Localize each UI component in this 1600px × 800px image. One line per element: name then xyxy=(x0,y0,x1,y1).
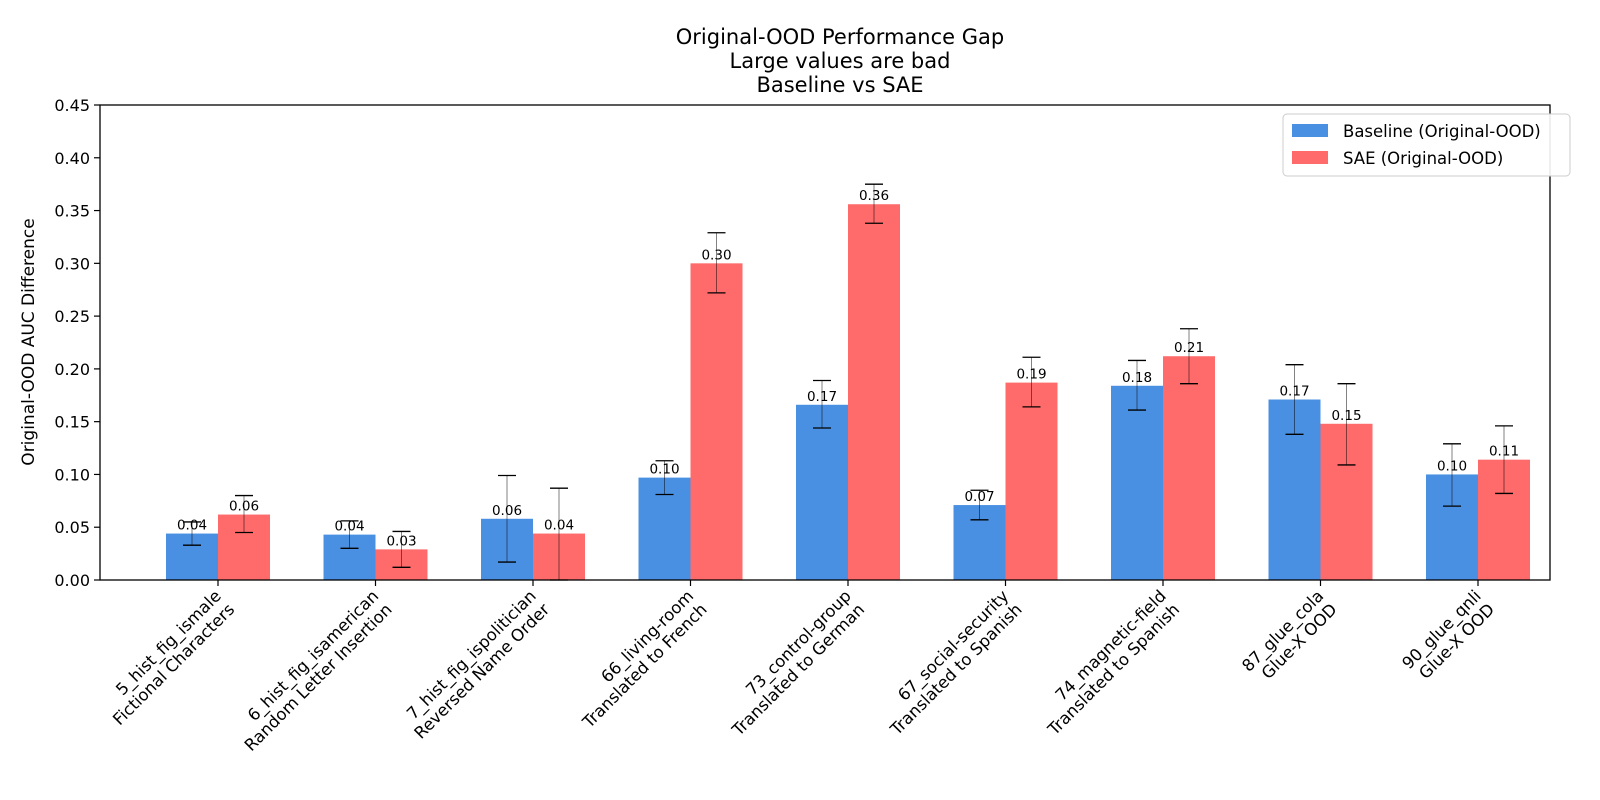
x-tick-label-line: Translated to German xyxy=(728,600,868,740)
x-tick-label-line: 5_hist_fig_ismale xyxy=(112,586,225,699)
y-tick-label: 0.20 xyxy=(54,360,90,379)
x-tick-label: 87_glue_colaGlue-X OOD xyxy=(1238,586,1341,689)
data-label-sae: 0.15 xyxy=(1331,408,1361,424)
bar-sae xyxy=(1006,383,1058,580)
data-label-sae: 0.04 xyxy=(544,518,574,534)
y-tick-label: 0.35 xyxy=(54,202,90,221)
bar-baseline xyxy=(1111,386,1163,580)
x-tick-label: 5_hist_fig_ismaleFictional Characters xyxy=(96,586,239,729)
y-axis-label: Original-OOD AUC Difference xyxy=(19,218,39,465)
x-tick-label-line: Reversed Name Order xyxy=(411,600,554,743)
data-label-sae: 0.06 xyxy=(229,499,259,515)
x-tick-label: 90_glue_qnliGlue-X OOD xyxy=(1398,586,1498,686)
legend-swatch-baseline xyxy=(1292,124,1328,137)
data-label-baseline: 0.04 xyxy=(177,518,207,534)
data-label-baseline: 0.18 xyxy=(1122,370,1152,386)
data-label-baseline: 0.06 xyxy=(492,503,522,519)
bar-sae xyxy=(848,204,900,580)
y-tick-label: 0.10 xyxy=(54,465,90,484)
data-label-baseline: 0.17 xyxy=(807,389,837,405)
data-label-baseline: 0.17 xyxy=(1279,384,1309,400)
data-label-sae: 0.21 xyxy=(1174,340,1204,356)
data-label-sae: 0.11 xyxy=(1489,444,1519,460)
x-tick-label-line: 6_hist_fig_isamerican xyxy=(244,586,383,725)
y-tick-label: 0.40 xyxy=(54,149,90,168)
x-tick-label-line: Translated to French xyxy=(578,600,710,732)
y-tick-label: 0.30 xyxy=(54,254,90,273)
x-tick-label-line: Random Letter Insertion xyxy=(241,600,396,755)
x-tick-label: 74_magnetic-fieldTranslated to Spanish xyxy=(1030,586,1183,739)
legend: Baseline (Original-OOD) SAE (Original-OO… xyxy=(1283,114,1570,176)
x-tick-label: 66_living-roomTranslated to French xyxy=(565,586,711,732)
x-tick-label-line: Fictional Characters xyxy=(109,600,238,729)
x-tick-label-line: 7_hist_fig_ispolitician xyxy=(403,586,540,723)
legend-label-sae: SAE (Original-OOD) xyxy=(1343,149,1503,168)
legend-swatch-sae xyxy=(1292,151,1328,164)
x-tick-label: 73_control-groupTranslated to German xyxy=(714,586,868,740)
bar-sae xyxy=(1163,356,1215,580)
bar-baseline xyxy=(796,405,848,580)
legend-label-baseline: Baseline (Original-OOD) xyxy=(1343,122,1541,141)
x-tick-label-line: Translated to Spanish xyxy=(886,600,1026,740)
data-label-sae: 0.19 xyxy=(1016,367,1046,383)
y-tick-label: 0.45 xyxy=(54,96,90,115)
data-label-baseline: 0.07 xyxy=(964,489,994,505)
x-tick-label: 6_hist_fig_isamericanRandom Letter Inser… xyxy=(227,586,395,754)
data-label-baseline: 0.10 xyxy=(649,462,679,478)
x-tick-label-line: 74_magnetic-field xyxy=(1052,586,1171,705)
y-tick-label: 0.05 xyxy=(54,518,90,537)
y-tick-label: 0.00 xyxy=(54,571,90,590)
y-tick-label: 0.15 xyxy=(54,413,90,432)
data-label-baseline: 0.10 xyxy=(1437,458,1467,474)
x-tick-label-line: 73_control-group xyxy=(742,586,855,699)
chart-title: Original-OOD Performance Gap Large value… xyxy=(676,25,1004,97)
data-label-sae: 0.36 xyxy=(859,188,889,204)
chart-title-line-2: Large values are bad xyxy=(730,49,951,73)
performance-gap-chart: Original-OOD Performance Gap Large value… xyxy=(0,0,1600,800)
data-label-baseline: 0.04 xyxy=(334,519,364,535)
plot-area: 0.00 0.05 0.10 0.15 0.20 0.25 0.30 0.35 0.40 0.45… xyxy=(54,96,1530,755)
x-tick-label-line: Translated to Spanish xyxy=(1044,600,1184,740)
data-label-sae: 0.03 xyxy=(386,533,416,549)
x-tick-label: 7_hist_fig_ispoliticianReversed Name Ord… xyxy=(397,586,553,742)
x-tick-label: 67_social-securityTranslated to Spanish xyxy=(873,586,1026,739)
data-label-sae: 0.30 xyxy=(701,247,731,263)
chart-title-line-1: Original-OOD Performance Gap xyxy=(676,25,1004,49)
bar-sae xyxy=(691,263,743,580)
y-tick-label: 0.25 xyxy=(54,307,90,326)
chart-title-line-3: Baseline vs SAE xyxy=(756,73,923,97)
x-tick-label-line: 67_social-security xyxy=(894,586,1013,705)
